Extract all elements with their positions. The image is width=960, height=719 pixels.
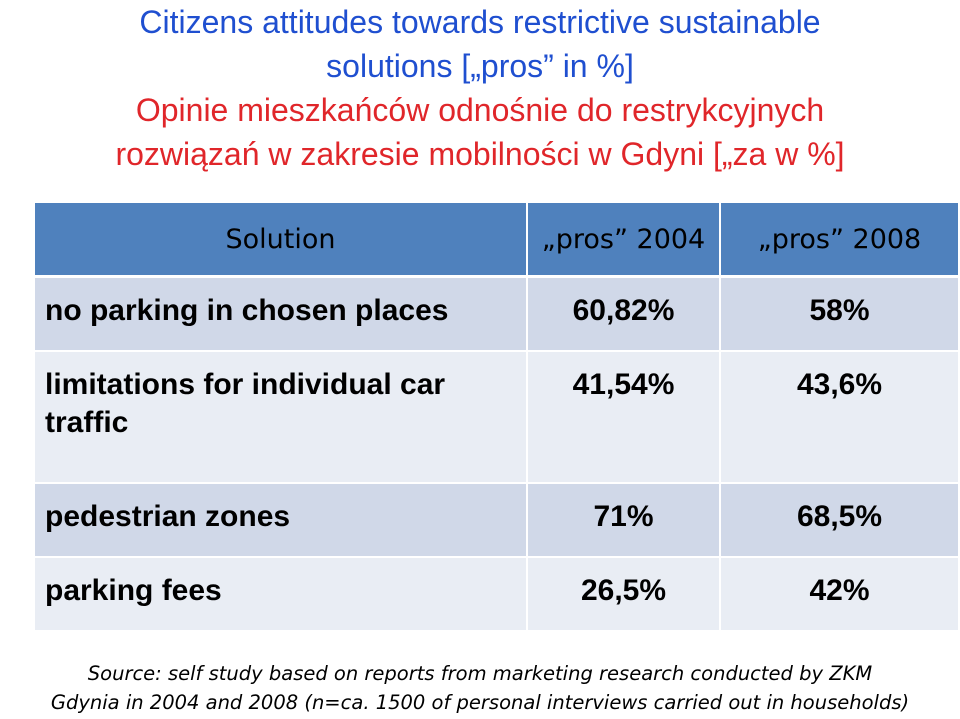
title-pl-line-1: Opinie mieszkańców odnośnie do restrykcy… [135,92,825,128]
pros-2008-cell: 58% [720,276,958,352]
title-block: Citizens attitudes towards restrictive s… [0,0,960,176]
header-solution: Solution [35,203,528,278]
table-row: limitations for individual car traffic 4… [35,351,958,484]
source-line-2: Gdynia in 2004 and 2008 (n=ca. 1500 of p… [50,691,910,714]
table-row: parking fees 26,5% 42% [35,557,958,632]
pros-2004-cell: 60,82% [527,276,721,352]
solution-cell: limitations for individual car traffic [35,351,528,484]
source-note: Source: self study based on reports from… [0,659,960,717]
solution-cell: no parking in chosen places [35,276,528,352]
solutions-table: Solution „pros” 2004 „pros” 2008 no park… [35,203,958,632]
pros-2004-cell: 26,5% [527,557,721,632]
pros-2008-cell: 42% [720,557,958,632]
pros-2008-cell: 68,5% [720,483,958,558]
title-en-line-1: Citizens attitudes towards restrictive s… [139,4,821,40]
solution-cell: pedestrian zones [35,483,528,558]
table-row: pedestrian zones 71% 68,5% [35,483,958,558]
table-header-row: Solution „pros” 2004 „pros” 2008 [35,203,958,278]
pros-2004-cell: 41,54% [527,351,721,484]
pros-2008-cell: 43,6% [720,351,958,484]
title-pl-line-2: rozwiązań w zakresie mobilności w Gdyni … [115,136,845,172]
header-pros-2008: „pros” 2008 [720,203,958,278]
title-en-line-2: solutions [„pros” in %] [326,48,634,84]
header-pros-2004: „pros” 2004 [527,203,721,278]
solution-cell: parking fees [35,557,528,632]
pros-2004-cell: 71% [527,483,721,558]
table-row: no parking in chosen places 60,82% 58% [35,276,958,352]
source-line-1: Source: self study based on reports from… [87,662,873,685]
